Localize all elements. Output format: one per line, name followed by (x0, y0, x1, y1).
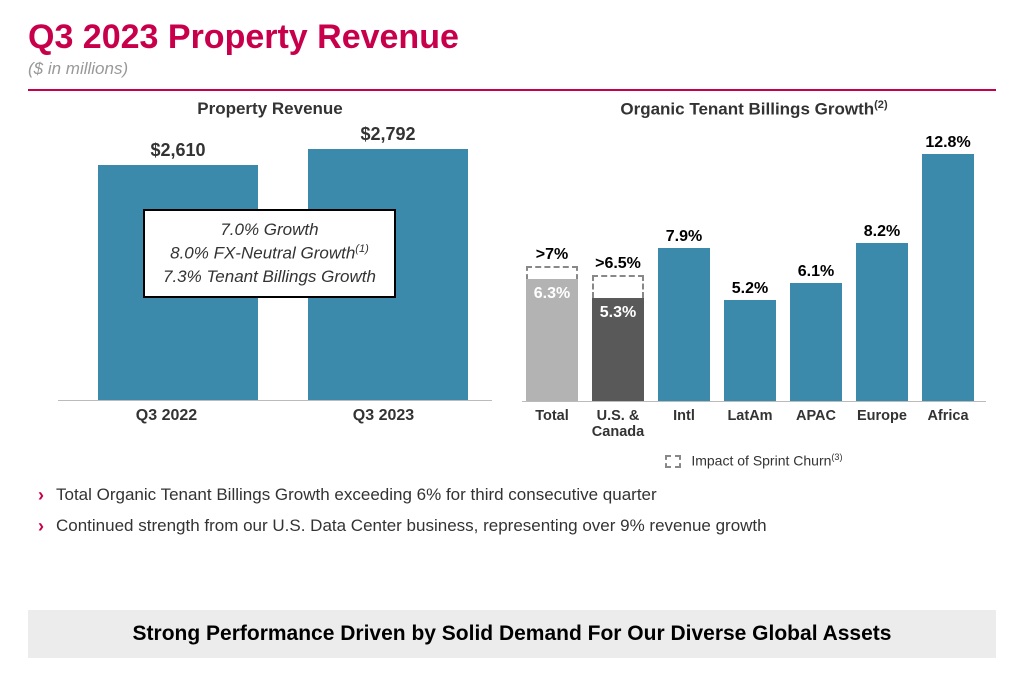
revenue-bar-label: $2,792 (308, 124, 468, 145)
growth-callout: 7.0% Growth8.0% FX-Neutral Growth(1)7.3%… (143, 209, 396, 298)
footer-text: Strong Performance Driven by Solid Deman… (133, 622, 892, 646)
organic-plot-area: 6.3% >7% 5.3% >6.5% 7.9% 5.2% 6.1% 8.2% 12.8% (522, 132, 986, 402)
organic-bar (658, 248, 710, 400)
organic-title-text: Organic Tenant Billings Growth (620, 100, 874, 119)
organic-bar-group: 5.3% >6.5% (592, 131, 644, 401)
organic-bar-top-label: 6.1% (790, 263, 842, 281)
legend-footnote: (3) (831, 452, 842, 462)
bullet-list: › Total Organic Tenant Billings Growth ex… (28, 485, 996, 537)
organic-x-label: U.S. &Canada (585, 408, 651, 440)
organic-bar-top-label: 8.2% (856, 223, 908, 241)
revenue-x-label: Q3 2022 (58, 407, 275, 425)
header-rule (28, 89, 996, 91)
organic-bar (922, 154, 974, 401)
organic-x-label: Total (519, 408, 585, 424)
bullet-item: › Continued strength from our U.S. Data C… (38, 516, 996, 537)
revenue-x-label: Q3 2023 (275, 407, 492, 425)
organic-bar-top-label: >7% (526, 246, 578, 264)
organic-x-label: Intl (651, 408, 717, 424)
bullet-text: Continued strength from our U.S. Data Ce… (56, 516, 767, 536)
organic-bar-mid-label: 6.3% (526, 285, 578, 303)
revenue-bar-label: $2,610 (98, 140, 258, 161)
organic-bar (790, 283, 842, 401)
organic-x-label: LatAm (717, 408, 783, 424)
legend-text: Impact of Sprint Churn (691, 452, 831, 468)
revenue-chart: Property Revenue 7.0% Growth8.0% FX-Neut… (28, 95, 512, 449)
organic-x-axis: TotalU.S. &CanadaIntlLatAmAPACEuropeAfri… (522, 408, 986, 448)
organic-bar-group: 8.2% (856, 131, 908, 401)
organic-bar-group: 6.3% >7% (526, 131, 578, 401)
revenue-chart-title: Property Revenue (28, 99, 512, 119)
organic-bar-group: 12.8% (922, 131, 974, 401)
organic-bar-top-label: >6.5% (592, 255, 644, 273)
organic-x-label: Europe (849, 408, 915, 424)
callout-line: 7.3% Tenant Billings Growth (163, 266, 376, 289)
organic-bar-mid-label: 5.3% (592, 304, 644, 322)
revenue-x-axis: Q3 2022Q3 2023 (58, 407, 492, 425)
organic-bar-group: 6.1% (790, 131, 842, 401)
organic-bar (724, 300, 776, 400)
legend-swatch (665, 455, 681, 468)
page-subtitle: ($ in millions) (28, 59, 996, 79)
organic-bar-top-label: 5.2% (724, 280, 776, 298)
organic-chart: Organic Tenant Billings Growth(2) 6.3% >7… (512, 95, 996, 449)
bullet-item: › Total Organic Tenant Billings Growth ex… (38, 485, 996, 506)
sprint-churn-legend: Impact of Sprint Churn(3) (512, 452, 996, 469)
organic-bar-group: 7.9% (658, 131, 710, 401)
organic-x-label: Africa (915, 408, 981, 424)
organic-bar-top-label: 7.9% (658, 228, 710, 246)
bullet-text: Total Organic Tenant Billings Growth exc… (56, 485, 657, 505)
charts-row: Property Revenue 7.0% Growth8.0% FX-Neut… (28, 95, 996, 449)
sprint-churn-dash (592, 275, 644, 298)
callout-line: 8.0% FX-Neutral Growth(1) (163, 242, 376, 266)
bullet-marker-icon: › (38, 485, 44, 506)
organic-bar-top-label: 12.8% (922, 134, 974, 152)
bullet-marker-icon: › (38, 516, 44, 537)
footer-highlight: Strong Performance Driven by Solid Deman… (28, 610, 996, 658)
organic-title-footnote: (2) (874, 99, 888, 111)
callout-line: 7.0% Growth (163, 219, 376, 242)
sprint-churn-dash (526, 266, 578, 280)
page-title: Q3 2023 Property Revenue (28, 18, 996, 57)
organic-bar (856, 243, 908, 401)
organic-bar-group: 5.2% (724, 131, 776, 401)
organic-chart-title: Organic Tenant Billings Growth(2) (512, 99, 996, 120)
revenue-plot-area: 7.0% Growth8.0% FX-Neutral Growth(1)7.3%… (58, 131, 492, 401)
organic-x-label: APAC (783, 408, 849, 424)
